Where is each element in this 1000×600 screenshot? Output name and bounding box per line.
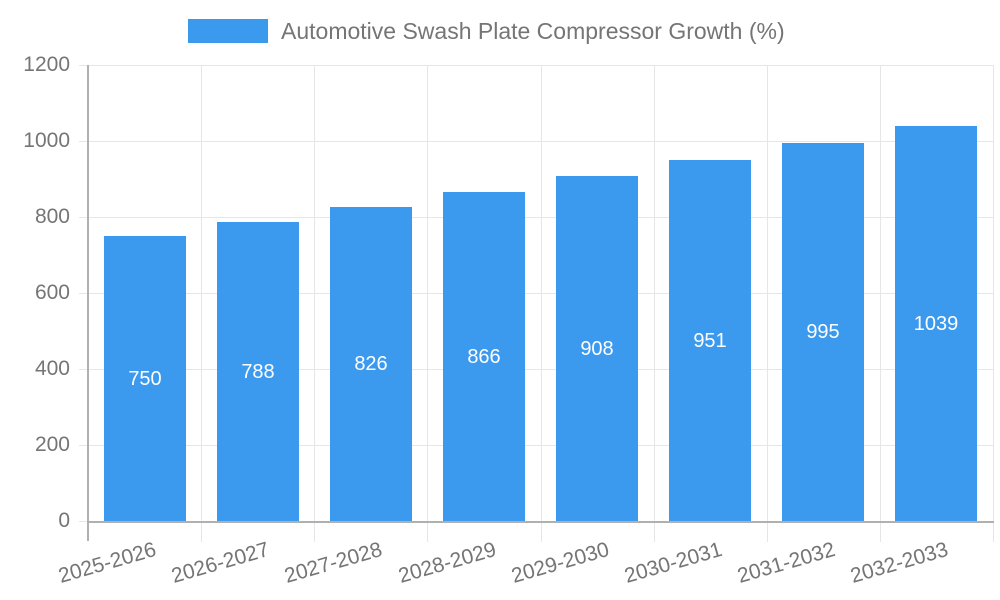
x-axis-label: 2032-2033 [847, 538, 951, 588]
x-axis-line [87, 521, 994, 523]
y-axis-tick-label: 1200 [23, 53, 70, 76]
x-axis-label: 2028-2029 [395, 538, 499, 588]
bar-2028-2029[interactable] [443, 192, 525, 521]
bar-2031-2032[interactable] [782, 143, 864, 521]
bar-2032-2033[interactable] [895, 126, 977, 521]
bar-value-label: 951 [693, 330, 727, 352]
bar-value-label: 908 [580, 338, 614, 360]
x-gridline [880, 65, 881, 542]
y-gridline [79, 65, 993, 66]
x-gridline [541, 65, 542, 542]
x-gridline [314, 65, 315, 542]
bar-2025-2026[interactable] [104, 236, 186, 521]
bar-value-label: 826 [354, 353, 388, 375]
y-axis-tick-label: 600 [34, 281, 70, 304]
x-axis-label: 2026-2027 [169, 538, 273, 588]
y-axis-tick-label: 400 [34, 357, 70, 380]
chart-legend: Automotive Swash Plate Compressor Growth… [188, 19, 785, 43]
bar-2030-2031[interactable] [669, 160, 751, 521]
bar-value-label: 750 [128, 368, 162, 390]
x-axis-label: 2027-2028 [282, 538, 386, 588]
y-axis-tick-label: 200 [34, 433, 70, 456]
x-gridline [427, 65, 428, 542]
y-gridline [79, 369, 993, 370]
bar-2029-2030[interactable] [556, 176, 638, 521]
x-axis-label: 2030-2031 [621, 538, 725, 588]
y-gridline [79, 293, 993, 294]
y-gridline [79, 445, 993, 446]
legend-label: Automotive Swash Plate Compressor Growth… [281, 18, 785, 44]
legend-swatch [188, 19, 268, 43]
y-gridline [79, 521, 88, 522]
x-gridline [767, 65, 768, 542]
y-gridline [79, 217, 993, 218]
bar-2026-2027[interactable] [217, 222, 299, 521]
x-gridline [654, 65, 655, 542]
x-axis-label: 2031-2032 [734, 538, 838, 588]
bar-value-label: 788 [241, 361, 275, 383]
bar-value-label: 1039 [913, 313, 959, 335]
y-gridline [79, 141, 993, 142]
y-axis-line [87, 65, 89, 541]
bar-value-label: 995 [806, 321, 840, 343]
x-axis-label: 2029-2030 [508, 538, 612, 588]
y-axis-tick-label: 0 [58, 509, 70, 532]
x-gridline [201, 65, 202, 542]
y-axis-tick-label: 1000 [23, 129, 70, 152]
x-gridline [993, 65, 994, 542]
x-axis-label: 2025-2026 [56, 538, 159, 588]
bar-2027-2028[interactable] [330, 207, 412, 521]
bar-value-label: 866 [467, 346, 501, 368]
y-axis-tick-label: 800 [34, 205, 70, 228]
